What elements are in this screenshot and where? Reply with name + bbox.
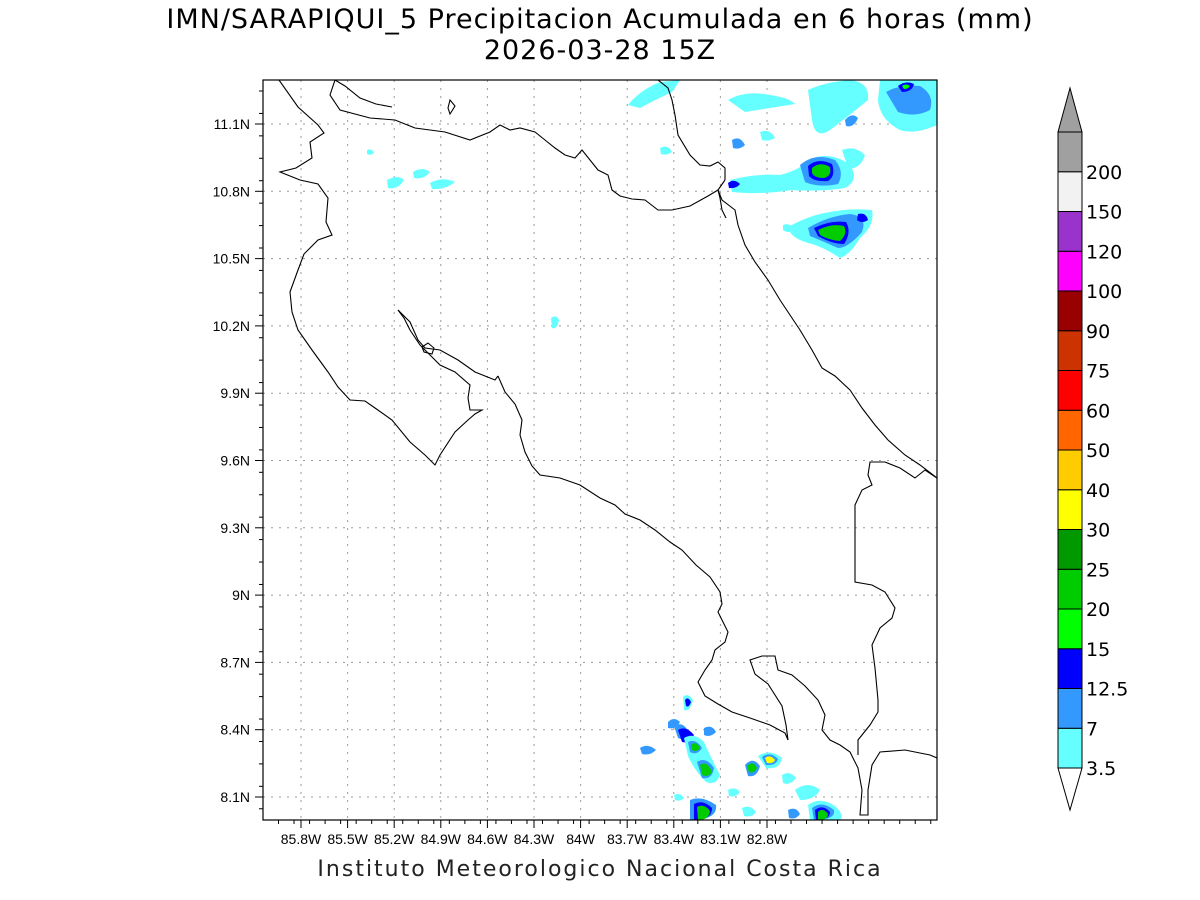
x-tick-label: 85.5W (327, 831, 368, 847)
colorbar-label: 20 (1086, 599, 1110, 621)
colorbar-label: 50 (1086, 440, 1110, 462)
x-tick-label: 85.2W (374, 831, 415, 847)
precipitation-field (278, 80, 937, 820)
x-tick-label: 84.6W (467, 831, 508, 847)
colorbar-segment (1057, 211, 1083, 252)
y-tick-label: 10.5N (213, 251, 250, 267)
colorbar-segment (1057, 250, 1083, 292)
colorbar-label: 90 (1086, 321, 1110, 343)
latitude-axis: 11.1N 10.8N 10.5N 10.2N 9.9N 9.6N 9.3N 9N 8.7N 8.… (213, 90, 263, 810)
colorbar-label: 15 (1086, 639, 1110, 661)
colorbar-label: 200 (1086, 162, 1122, 184)
coastlines (278, 80, 937, 816)
map-date: 2026-03-28 15Z (483, 35, 717, 66)
colorbar-segment (1057, 171, 1083, 212)
y-tick-label: 9.9N (220, 385, 250, 401)
colorbar-label: 3.5 (1086, 758, 1116, 780)
colorbar: 3.5 7 12.5 15 20 25 30 40 50 60 75 90 100 120 150 200 (1057, 86, 1128, 812)
colorbar-label: 100 (1086, 281, 1122, 303)
longitude-axis: 85.8W 85.5W 85.2W 84.9W 84.6W 84.3W 84W 83.7W 83… (278, 820, 932, 847)
footer-credit: Instituto Meteorologico Nacional Costa R… (317, 857, 883, 882)
x-tick-label: 83.1W (700, 831, 741, 847)
colorbar-label: 30 (1086, 520, 1110, 542)
colorbar-label: 120 (1086, 241, 1122, 263)
colorbar-label: 150 (1086, 202, 1122, 224)
rain-cluster-caribbean-north (628, 80, 937, 258)
colorbar-segment (1057, 568, 1083, 610)
colorbar-segment (1057, 370, 1083, 411)
map-gridlines (263, 80, 937, 820)
colorbar-bottom-arrow (1057, 767, 1083, 812)
colorbar-label: 7 (1086, 718, 1098, 740)
colorbar-segment (1057, 131, 1083, 173)
colorbar-top-arrow (1057, 86, 1083, 133)
colorbar-segment (1057, 330, 1083, 371)
x-tick-label: 85.8W (281, 831, 322, 847)
x-tick-label: 83.7W (607, 831, 648, 847)
y-tick-label: 9N (232, 587, 250, 603)
y-tick-label: 11.1N (214, 116, 250, 132)
colorbar-segment (1057, 290, 1083, 332)
y-tick-label: 9.6N (220, 453, 250, 469)
x-tick-label: 83.4W (654, 831, 695, 847)
colorbar-label: 12.5 (1086, 679, 1128, 701)
rain-cluster-south (640, 695, 842, 820)
y-tick-label: 8.1N (220, 789, 250, 805)
x-tick-label: 84W (566, 831, 596, 847)
colorbar-segment (1057, 529, 1083, 570)
y-tick-label: 8.7N (220, 654, 250, 670)
colorbar-segment (1057, 608, 1083, 650)
y-tick-label: 8.4N (220, 722, 250, 738)
colorbar-label: 25 (1086, 559, 1110, 581)
colorbar-label: 75 (1086, 361, 1110, 383)
colorbar-segment (1057, 449, 1083, 491)
colorbar-segment (1057, 727, 1083, 769)
colorbar-segment (1057, 489, 1083, 530)
y-tick-label: 10.8N (213, 183, 250, 199)
map-title: IMN/SARAPIQUI_5 Precipitacion Acumulada … (166, 4, 1034, 35)
rain-cells-north-light (367, 149, 559, 329)
colorbar-segment (1057, 648, 1083, 689)
y-tick-label: 10.2N (213, 318, 250, 334)
colorbar-segment (1057, 409, 1083, 451)
y-tick-label: 9.3N (220, 520, 250, 536)
x-tick-label: 84.3W (514, 831, 555, 847)
x-tick-label: 82.8W (747, 831, 788, 847)
colorbar-segment (1057, 688, 1083, 729)
colorbar-label: 40 (1086, 480, 1110, 502)
colorbar-label: 60 (1086, 400, 1110, 422)
x-tick-label: 84.9W (421, 831, 462, 847)
